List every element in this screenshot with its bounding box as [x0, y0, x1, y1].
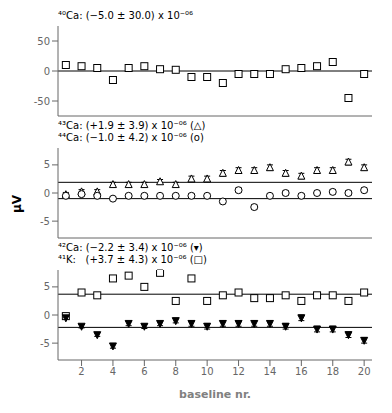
svg-text:14: 14: [264, 366, 277, 377]
html-text:⁴²Ca: (−2.2 ± 3.4) x 10⁻⁰⁶ (▾): ⁴²Ca: (−2.2 ± 3.4) x 10⁻⁰⁶ (▾): [58, 242, 203, 253]
svg-text:-50: -50: [34, 96, 50, 107]
svg-text:50: 50: [37, 36, 50, 47]
svg-text:8: 8: [173, 366, 179, 377]
svg-text:5: 5: [44, 281, 50, 292]
html-text:⁴¹K: (+3.7 ± 4.3) x 10⁻⁰⁶ (□): ⁴¹K: (+3.7 ± 4.3) x 10⁻⁰⁶ (□): [58, 254, 207, 265]
svg-text:16: 16: [295, 366, 308, 377]
svg-text:18: 18: [326, 366, 339, 377]
svg-text:5: 5: [44, 159, 50, 170]
svg-text:-5: -5: [40, 338, 50, 349]
svg-text:12: 12: [232, 366, 245, 377]
svg-text:-5: -5: [40, 216, 50, 227]
svg-text:6: 6: [141, 366, 147, 377]
html-text:⁴⁰Ca: (−5.0 ± 30.0) x 10⁻⁰⁶: ⁴⁰Ca: (−5.0 ± 30.0) x 10⁻⁰⁶: [58, 10, 194, 21]
svg-text:10: 10: [201, 366, 214, 377]
svg-text:0: 0: [44, 188, 50, 199]
svg-text:0: 0: [44, 66, 50, 77]
html-text:⁴³Ca: (+1.9 ± 3.9) x 10⁻⁰⁶ (△): ⁴³Ca: (+1.9 ± 3.9) x 10⁻⁰⁶ (△): [58, 120, 206, 131]
html-text:⁴⁴Ca: (−1.0 ± 4.2) x 10⁻⁰⁶ (o): ⁴⁴Ca: (−1.0 ± 4.2) x 10⁻⁰⁶ (o): [58, 132, 204, 143]
svg-text:20: 20: [358, 366, 371, 377]
svg-text:4: 4: [110, 366, 116, 377]
svg-text:2: 2: [78, 366, 84, 377]
svg-text:μV: μV: [10, 194, 24, 213]
svg-text:0: 0: [44, 310, 50, 321]
svg-text:baseline nr.: baseline nr.: [179, 388, 251, 400]
